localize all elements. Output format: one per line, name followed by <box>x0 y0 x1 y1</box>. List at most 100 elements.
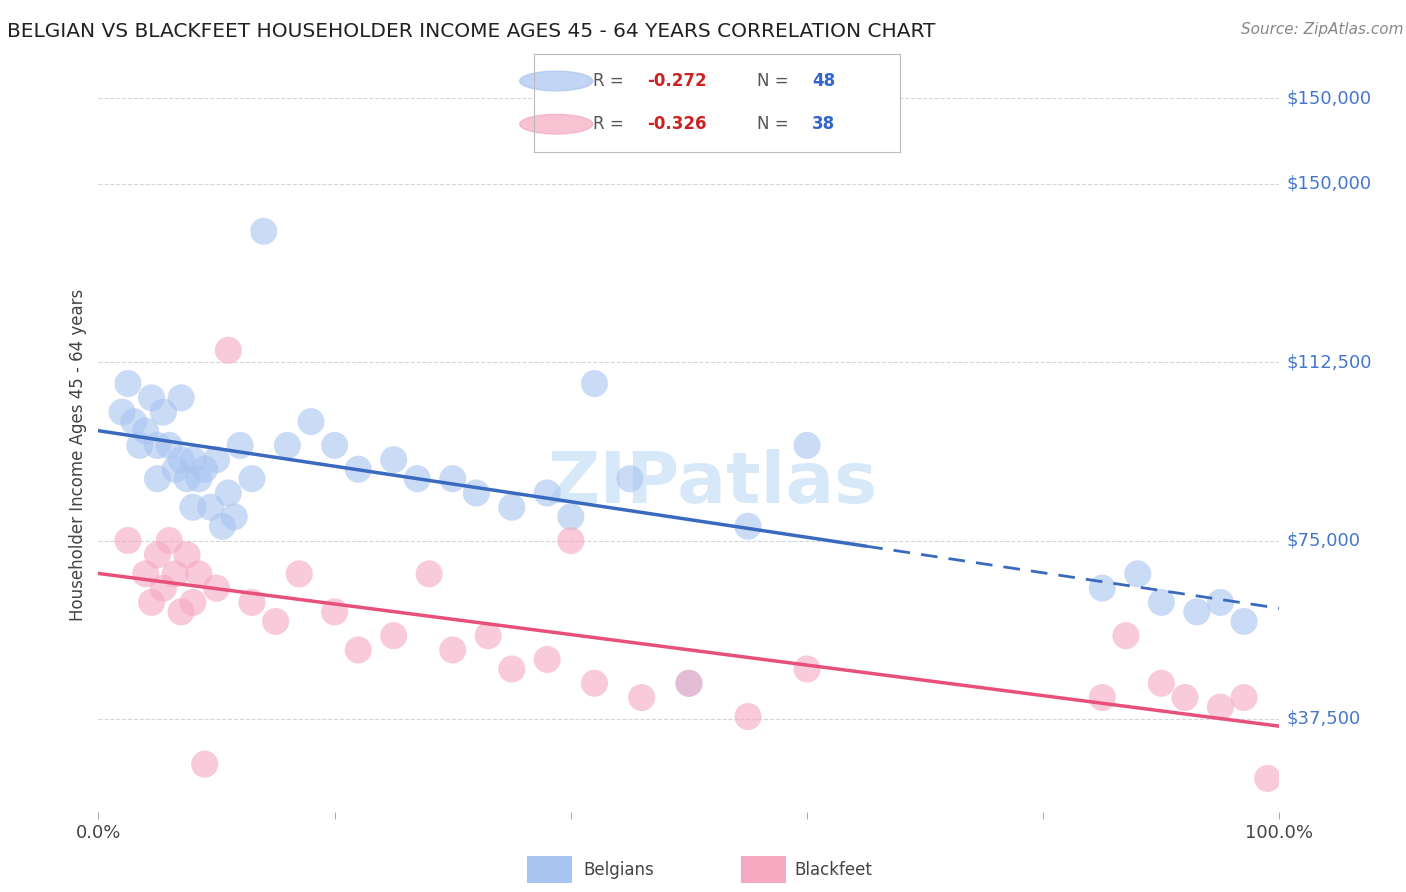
Point <box>141 391 163 405</box>
Text: N =: N = <box>758 115 794 133</box>
Point <box>240 472 263 486</box>
Point <box>264 615 287 629</box>
Point <box>441 472 464 486</box>
Point <box>323 438 346 452</box>
Point <box>205 581 228 595</box>
Text: N =: N = <box>758 72 794 90</box>
Point <box>441 643 464 657</box>
Point <box>737 709 759 723</box>
Point <box>536 486 558 500</box>
Point <box>1233 690 1256 705</box>
Point <box>1233 615 1256 629</box>
Point <box>1209 595 1232 609</box>
Text: 48: 48 <box>813 72 835 90</box>
Point <box>1091 581 1114 595</box>
Point <box>181 500 204 515</box>
Text: Blackfeet: Blackfeet <box>794 861 872 879</box>
Text: $112,500: $112,500 <box>1286 353 1372 371</box>
Point <box>583 676 606 690</box>
Point <box>181 595 204 609</box>
Point <box>165 566 187 581</box>
Point <box>406 472 429 486</box>
Point <box>170 605 193 619</box>
Point <box>796 662 818 676</box>
Point <box>796 438 818 452</box>
Point <box>176 548 198 562</box>
Point <box>253 224 276 238</box>
Point <box>176 472 198 486</box>
Point <box>146 548 169 562</box>
Point <box>135 566 157 581</box>
Point <box>170 391 193 405</box>
Point <box>619 472 641 486</box>
Point <box>111 405 134 419</box>
Point <box>194 462 217 476</box>
Point <box>1185 605 1208 619</box>
Point <box>560 533 582 548</box>
Point <box>141 595 163 609</box>
Point <box>187 472 209 486</box>
Text: R =: R = <box>593 72 628 90</box>
Point <box>152 581 174 595</box>
Point <box>347 462 370 476</box>
Point <box>146 438 169 452</box>
Text: -0.272: -0.272 <box>648 72 707 90</box>
Point <box>501 500 523 515</box>
Point <box>737 519 759 533</box>
Point <box>382 629 405 643</box>
Point <box>678 676 700 690</box>
Point <box>205 452 228 467</box>
Point <box>135 424 157 438</box>
Point <box>347 643 370 657</box>
Point <box>128 438 150 452</box>
Point <box>187 566 209 581</box>
Point <box>583 376 606 391</box>
Point <box>299 415 322 429</box>
Point <box>152 405 174 419</box>
Point <box>501 662 523 676</box>
Text: $37,500: $37,500 <box>1286 710 1361 728</box>
Point <box>181 452 204 467</box>
Point <box>288 566 311 581</box>
Point <box>240 595 263 609</box>
Text: $150,000: $150,000 <box>1286 89 1372 107</box>
Point <box>1091 690 1114 705</box>
Text: $75,000: $75,000 <box>1286 532 1361 549</box>
Point <box>536 652 558 666</box>
Point <box>1209 700 1232 714</box>
Point <box>382 452 405 467</box>
Point <box>276 438 298 452</box>
Text: ZIPatlas: ZIPatlas <box>547 449 877 518</box>
Text: Source: ZipAtlas.com: Source: ZipAtlas.com <box>1240 22 1403 37</box>
Point <box>170 452 193 467</box>
Point <box>194 757 217 772</box>
Point <box>1115 629 1137 643</box>
Point <box>157 533 180 548</box>
Point <box>1257 772 1279 786</box>
Point <box>157 438 180 452</box>
Point <box>1174 690 1197 705</box>
Text: Belgians: Belgians <box>583 861 654 879</box>
Text: $150,000: $150,000 <box>1286 175 1372 193</box>
Point <box>560 509 582 524</box>
Y-axis label: Householder Income Ages 45 - 64 years: Householder Income Ages 45 - 64 years <box>69 289 87 621</box>
Point <box>117 533 139 548</box>
Text: R =: R = <box>593 115 628 133</box>
Point <box>122 415 145 429</box>
Point <box>418 566 440 581</box>
Point <box>146 472 169 486</box>
Point <box>165 462 187 476</box>
Point <box>465 486 488 500</box>
Point <box>211 519 233 533</box>
Point <box>217 486 239 500</box>
Point <box>323 605 346 619</box>
Point <box>1150 595 1173 609</box>
Point <box>217 343 239 358</box>
Text: -0.326: -0.326 <box>648 115 707 133</box>
Point <box>200 500 222 515</box>
Text: BELGIAN VS BLACKFEET HOUSEHOLDER INCOME AGES 45 - 64 YEARS CORRELATION CHART: BELGIAN VS BLACKFEET HOUSEHOLDER INCOME … <box>7 22 935 41</box>
Point <box>630 690 652 705</box>
Point <box>224 509 246 524</box>
Point <box>229 438 252 452</box>
Point <box>678 676 700 690</box>
